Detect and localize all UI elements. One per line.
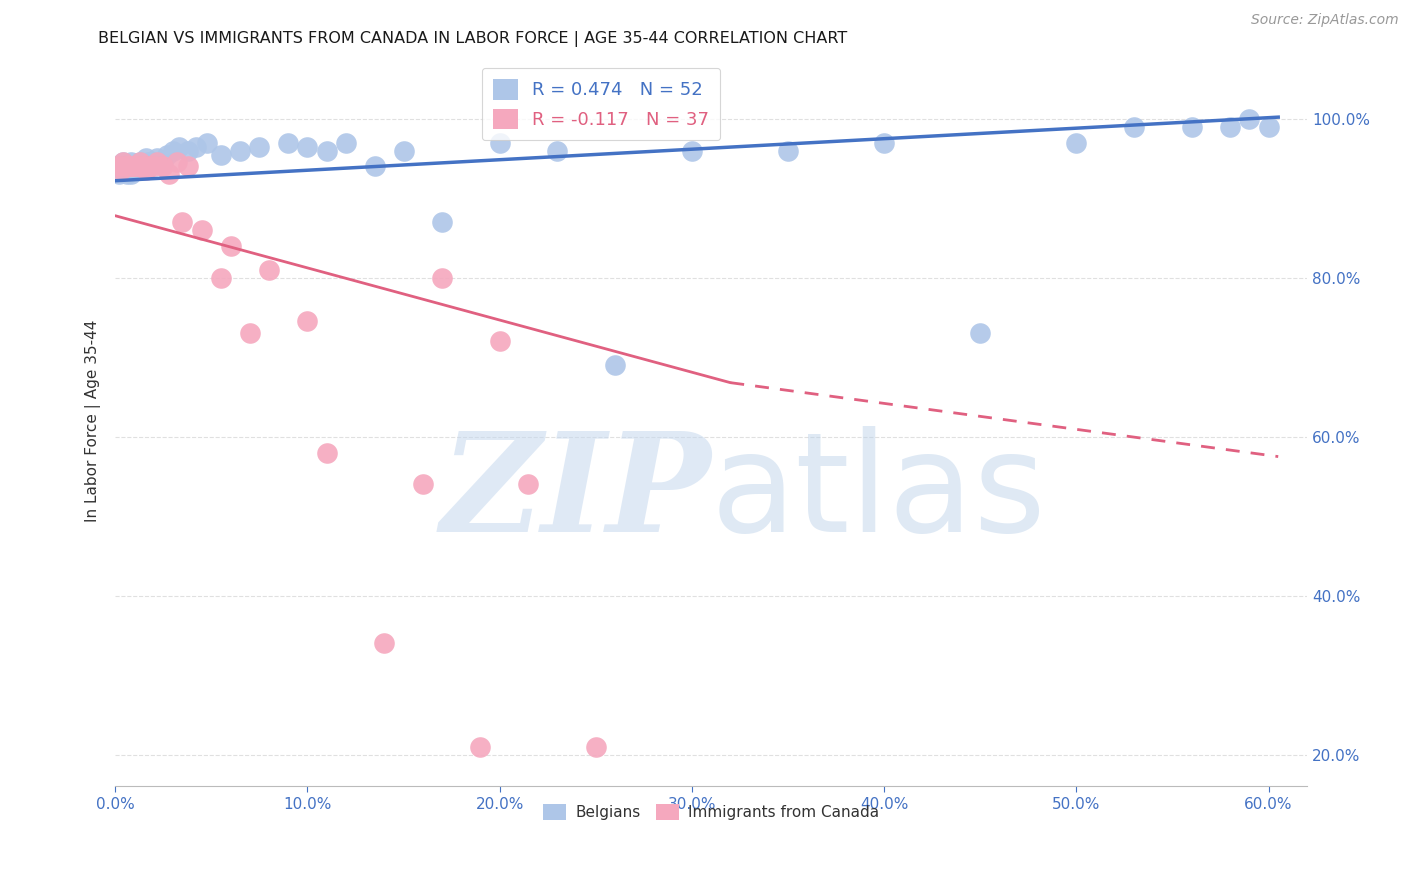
Point — [412, 477, 434, 491]
Point — [152, 155, 174, 169]
Point — [132, 160, 155, 174]
Point — [297, 314, 319, 328]
Point — [315, 445, 337, 459]
Point — [117, 160, 139, 174]
Point — [776, 144, 799, 158]
Point — [129, 155, 152, 169]
Point — [167, 139, 190, 153]
Point — [197, 136, 219, 150]
Point — [1239, 112, 1261, 126]
Point — [120, 160, 142, 174]
Point — [142, 160, 165, 174]
Point — [110, 163, 132, 178]
Point — [488, 136, 510, 150]
Point — [131, 163, 153, 178]
Y-axis label: In Labor Force | Age 35-44: In Labor Force | Age 35-44 — [86, 319, 101, 522]
Point — [257, 262, 280, 277]
Point — [392, 144, 415, 158]
Text: ZIP: ZIP — [440, 427, 711, 561]
Text: Source: ZipAtlas.com: Source: ZipAtlas.com — [1251, 13, 1399, 28]
Point — [110, 163, 132, 178]
Point — [120, 155, 142, 169]
Point — [125, 160, 148, 174]
Point — [364, 160, 387, 174]
Point — [430, 215, 453, 229]
Point — [1219, 120, 1241, 134]
Point — [297, 139, 319, 153]
Point — [190, 223, 212, 237]
Point — [373, 636, 395, 650]
Point — [229, 144, 252, 158]
Point — [152, 160, 174, 174]
Point — [124, 160, 146, 174]
Point — [1066, 136, 1088, 150]
Point — [124, 160, 146, 174]
Point — [177, 160, 200, 174]
Point — [108, 160, 131, 174]
Point — [124, 163, 146, 178]
Point — [156, 147, 179, 161]
Point — [969, 326, 991, 341]
Point — [115, 160, 138, 174]
Point — [146, 155, 169, 169]
Point — [209, 270, 232, 285]
Point — [157, 167, 180, 181]
Point — [315, 144, 337, 158]
Point — [142, 155, 165, 169]
Text: BELGIAN VS IMMIGRANTS FROM CANADA IN LABOR FORCE | AGE 35-44 CORRELATION CHART: BELGIAN VS IMMIGRANTS FROM CANADA IN LAB… — [98, 31, 848, 47]
Point — [146, 152, 169, 166]
Point — [136, 155, 159, 169]
Point — [517, 477, 540, 491]
Point — [114, 160, 136, 174]
Point — [430, 270, 453, 285]
Point — [117, 163, 139, 178]
Point — [115, 167, 138, 181]
Point — [239, 326, 262, 341]
Point — [873, 136, 896, 150]
Point — [117, 160, 139, 174]
Point — [127, 160, 149, 174]
Point — [681, 144, 703, 158]
Point — [127, 160, 149, 174]
Point — [132, 160, 155, 174]
Point — [166, 155, 188, 169]
Point — [131, 160, 153, 174]
Point — [247, 139, 270, 153]
Text: atlas: atlas — [711, 426, 1047, 561]
Point — [277, 136, 299, 150]
Point — [111, 155, 134, 169]
Point — [209, 147, 232, 161]
Point — [1181, 120, 1204, 134]
Point — [121, 160, 143, 174]
Point — [335, 136, 357, 150]
Point — [120, 167, 142, 181]
Point — [219, 239, 242, 253]
Point — [603, 358, 626, 372]
Point — [121, 163, 143, 178]
Point — [177, 144, 200, 158]
Point — [139, 160, 162, 174]
Point — [135, 152, 157, 166]
Point — [162, 144, 184, 158]
Point — [114, 160, 136, 174]
Point — [108, 167, 131, 181]
Legend: Belgians, Immigrants from Canada: Belgians, Immigrants from Canada — [537, 798, 886, 826]
Point — [172, 215, 194, 229]
Point — [488, 334, 510, 349]
Point — [139, 160, 162, 174]
Point — [1257, 120, 1279, 134]
Point — [111, 155, 134, 169]
Point — [546, 144, 568, 158]
Point — [1123, 120, 1146, 134]
Point — [585, 739, 607, 754]
Point — [135, 163, 157, 178]
Point — [129, 155, 152, 169]
Point — [125, 163, 148, 178]
Point — [470, 739, 492, 754]
Point — [184, 139, 207, 153]
